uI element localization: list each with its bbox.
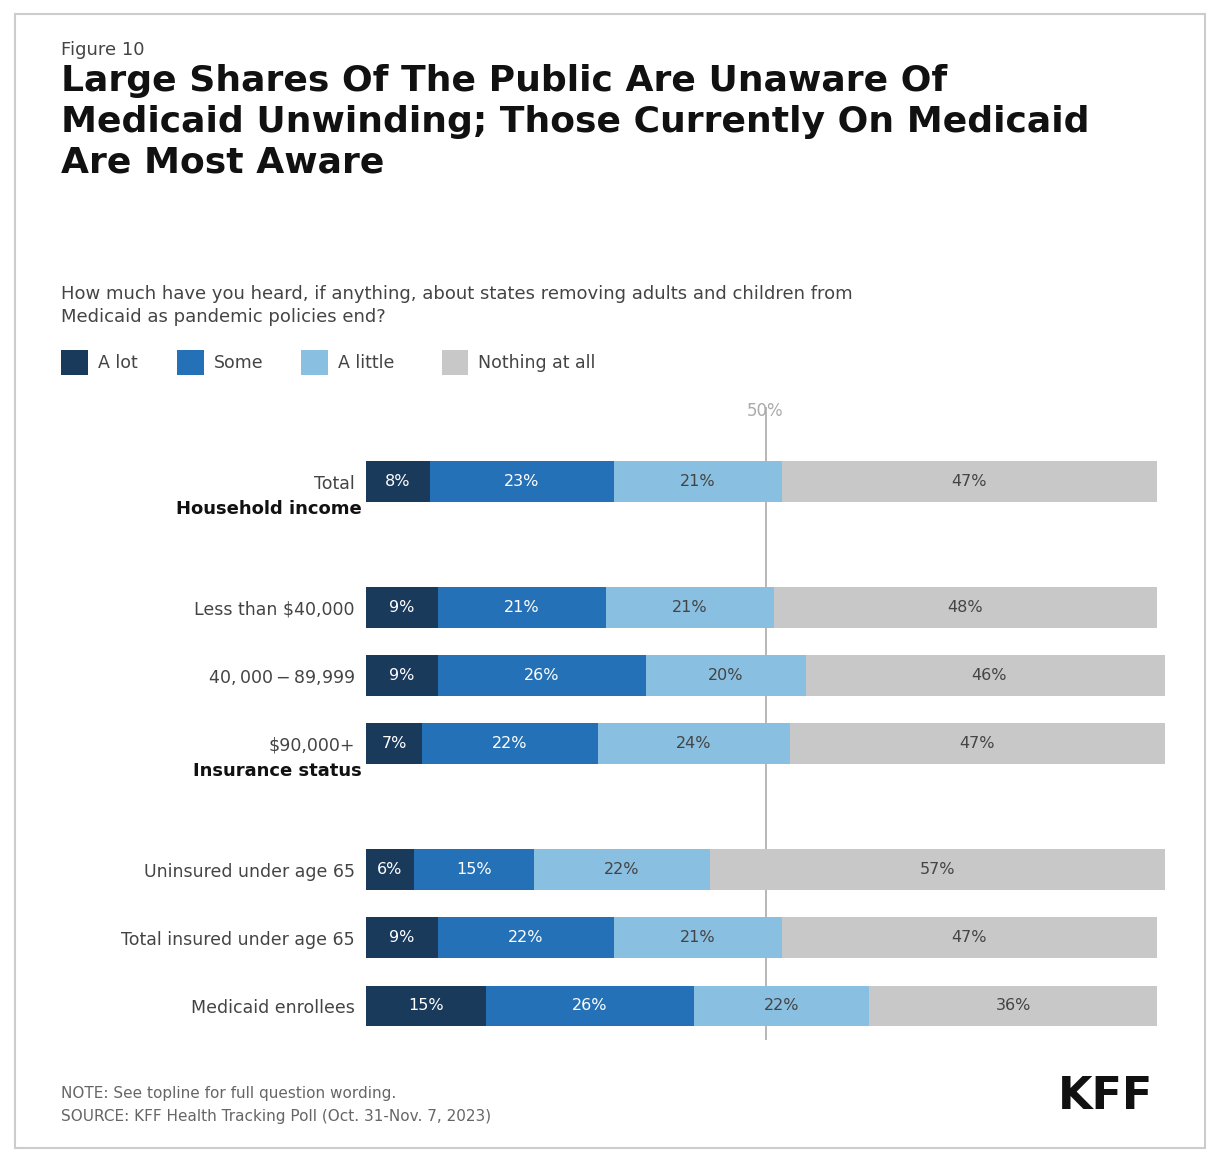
Text: 26%: 26%	[572, 998, 608, 1013]
Bar	[438, 918, 614, 959]
Bar	[366, 461, 429, 502]
Text: 46%: 46%	[971, 668, 1006, 683]
Text: 22%: 22%	[508, 931, 544, 946]
Text: NOTE: See topline for full question wording.
SOURCE: KFF Health Tracking Poll (O: NOTE: See topline for full question word…	[61, 1086, 492, 1124]
Text: How much have you heard, if anything, about states removing adults and children : How much have you heard, if anything, ab…	[61, 285, 853, 327]
Bar	[710, 849, 1165, 890]
Text: 21%: 21%	[504, 600, 539, 615]
Text: Household income: Household income	[176, 500, 362, 518]
Text: 15%: 15%	[456, 862, 492, 877]
Bar	[366, 849, 414, 890]
Text: 22%: 22%	[764, 998, 799, 1013]
Bar	[414, 849, 534, 890]
Text: 9%: 9%	[389, 668, 415, 683]
Bar	[438, 587, 605, 627]
Text: A little: A little	[338, 353, 394, 372]
Text: 7%: 7%	[382, 737, 406, 752]
Text: 20%: 20%	[708, 668, 743, 683]
Bar	[694, 985, 870, 1026]
Text: 9%: 9%	[389, 600, 415, 615]
Bar	[366, 918, 438, 959]
Text: 22%: 22%	[604, 862, 639, 877]
Text: 57%: 57%	[920, 862, 955, 877]
Text: Insurance status: Insurance status	[193, 762, 362, 780]
Text: 24%: 24%	[676, 737, 711, 752]
Text: 26%: 26%	[525, 668, 560, 683]
Text: Some: Some	[214, 353, 264, 372]
Text: 8%: 8%	[386, 474, 411, 489]
Bar	[486, 985, 694, 1026]
Bar	[789, 723, 1165, 765]
Bar	[366, 655, 438, 696]
Text: 21%: 21%	[680, 474, 715, 489]
Text: Figure 10: Figure 10	[61, 41, 144, 58]
Text: 50%: 50%	[747, 402, 784, 421]
Bar	[438, 655, 645, 696]
Bar	[645, 655, 805, 696]
Text: 48%: 48%	[948, 600, 983, 615]
Text: 9%: 9%	[389, 931, 415, 946]
Text: 47%: 47%	[952, 931, 987, 946]
Text: 6%: 6%	[377, 862, 403, 877]
Bar	[773, 587, 1157, 627]
Bar	[614, 918, 782, 959]
Text: 47%: 47%	[952, 474, 987, 489]
Bar	[366, 985, 486, 1026]
Text: A lot: A lot	[98, 353, 138, 372]
Bar	[870, 985, 1157, 1026]
Bar	[782, 918, 1157, 959]
Text: 21%: 21%	[672, 600, 708, 615]
Text: KFF: KFF	[1058, 1075, 1153, 1118]
Bar	[422, 723, 598, 765]
Text: Nothing at all: Nothing at all	[478, 353, 595, 372]
Bar	[605, 587, 773, 627]
Bar	[782, 461, 1157, 502]
Text: 23%: 23%	[504, 474, 539, 489]
Bar	[598, 723, 789, 765]
Bar	[366, 587, 438, 627]
Text: Large Shares Of The Public Are Unaware Of
Medicaid Unwinding; Those Currently On: Large Shares Of The Public Are Unaware O…	[61, 64, 1089, 179]
Bar	[534, 849, 710, 890]
Text: 22%: 22%	[492, 737, 527, 752]
Text: 36%: 36%	[996, 998, 1031, 1013]
Bar	[614, 461, 782, 502]
Text: 21%: 21%	[680, 931, 715, 946]
Bar	[805, 655, 1174, 696]
Bar	[429, 461, 614, 502]
Text: 15%: 15%	[409, 998, 444, 1013]
Bar	[366, 723, 422, 765]
Text: 47%: 47%	[960, 737, 996, 752]
